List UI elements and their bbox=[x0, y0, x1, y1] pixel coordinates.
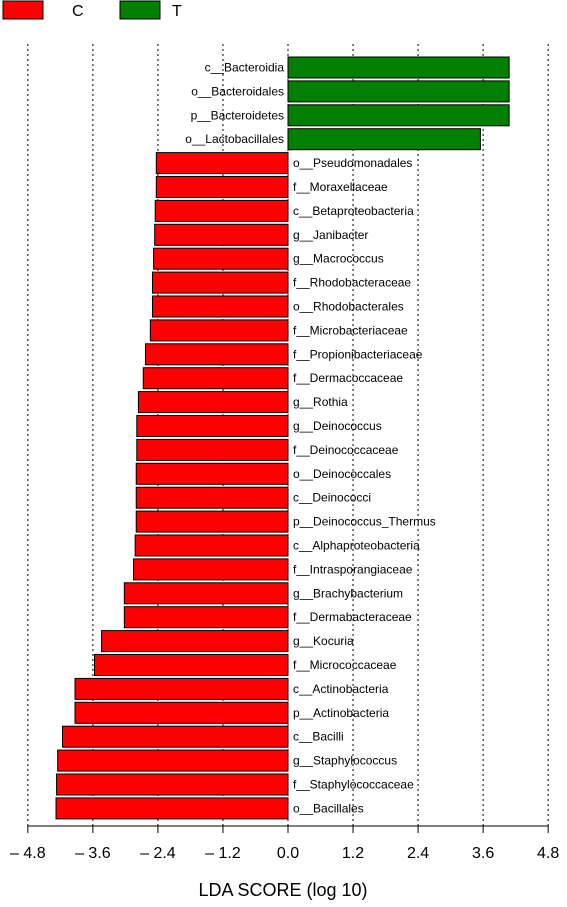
bar-label: f__Moraxellaceae bbox=[293, 180, 388, 194]
legend-label-c: C bbox=[72, 3, 84, 20]
bar-label: g__Kocuria bbox=[293, 634, 354, 648]
bar-label: f__Deinococcaceae bbox=[293, 443, 399, 457]
bar-f-dermabacteraceae bbox=[123, 606, 289, 629]
bar-label: f__Microbacteriaceae bbox=[293, 323, 408, 337]
bar-label: c__Deinococci bbox=[293, 491, 371, 505]
bar-p-deinococcus-thermus bbox=[135, 510, 289, 533]
bar-g-kocuria bbox=[101, 630, 289, 653]
bar-label: o__Deinococcales bbox=[293, 467, 391, 481]
legend-swatch-c bbox=[2, 0, 44, 20]
bar-label: c__Actinobacteria bbox=[293, 682, 389, 696]
bar-g-rothia bbox=[137, 391, 289, 414]
x-tick-label: 1.2 bbox=[342, 845, 364, 862]
bar-label: g__Janibacter bbox=[293, 228, 368, 242]
bar-labels: c__Bacteroidia o__Bacteroidales p__Bactero… bbox=[185, 61, 436, 816]
x-tick-label: – 2.4 bbox=[140, 845, 176, 862]
bar-o-rhodobacterales bbox=[152, 295, 289, 318]
bar-label: f__Micrococcaceae bbox=[293, 658, 397, 672]
bar-c-alphaproteobacteria bbox=[134, 534, 289, 557]
bar-o-pseudomonadales bbox=[155, 152, 289, 175]
x-tick-label: – 4.8 bbox=[10, 845, 46, 862]
bar-o-bacillales bbox=[55, 797, 289, 820]
x-tick-label: 0.0 bbox=[277, 845, 299, 862]
bar-c-bacteroidia bbox=[287, 56, 510, 79]
bar-label: g__Deinococcus bbox=[293, 419, 382, 433]
bar-label: p__Actinobacteria bbox=[293, 706, 389, 720]
bar-label: c__Bacilli bbox=[293, 730, 344, 744]
bar-label: o__Bacillales bbox=[293, 801, 364, 815]
bar-label: f__Propionibacteriaceae bbox=[293, 347, 423, 361]
x-tick-label: 3.6 bbox=[472, 845, 494, 862]
bar-label: o__Pseudomonadales bbox=[293, 156, 412, 170]
bars bbox=[55, 56, 510, 820]
bar-label: o__Lactobacillales bbox=[185, 132, 284, 146]
bar-label: f__Dermacoccaceae bbox=[293, 371, 403, 385]
bar-p-actinobacteria bbox=[74, 701, 289, 724]
bar-f-rhodobacteraceae bbox=[152, 271, 289, 294]
x-tick-label: – 3.6 bbox=[75, 845, 111, 862]
bar-f-propionibacteriaceae bbox=[144, 343, 289, 366]
bar-label: o__Bacteroidales bbox=[191, 84, 284, 98]
x-axis-title: LDA SCORE (log 10) bbox=[198, 880, 367, 900]
legend-label-t: T bbox=[172, 3, 182, 20]
bar-label: c__Bacteroidia bbox=[205, 61, 285, 75]
bar-f-micrococcaceae bbox=[94, 654, 289, 676]
bar-f-intrasporangiaceae bbox=[133, 558, 289, 581]
bar-label: g__Macrococcus bbox=[293, 252, 384, 266]
bar-c-bacilli bbox=[62, 725, 289, 748]
bar-c-betaproteobacteria bbox=[154, 199, 289, 222]
bar-g-macrococcus bbox=[153, 247, 289, 270]
bar-g-staphylococcus bbox=[57, 749, 289, 772]
legend-swatch-t bbox=[119, 0, 161, 20]
bar-c-deinococci bbox=[135, 486, 289, 509]
bar-label: g__Rothia bbox=[293, 395, 348, 409]
bar-f-deinococcaceae bbox=[136, 438, 289, 461]
bar-label: f__Dermabacteraceae bbox=[293, 610, 412, 624]
bar-f-moraxellaceae bbox=[155, 176, 289, 198]
bar-f-microbacteriaceae bbox=[149, 319, 289, 342]
bar-f-staphylococcaceae bbox=[56, 773, 289, 796]
bar-label: o__Rhodobacterales bbox=[293, 300, 404, 314]
bar-g-brachybacterium bbox=[123, 582, 289, 605]
bar-g-deinococcus bbox=[136, 415, 289, 437]
bar-label: g__Staphylococcus bbox=[293, 754, 397, 768]
x-tick-label: – 1.2 bbox=[205, 845, 241, 862]
bar-label: c__Alphaproteobacteria bbox=[293, 539, 420, 553]
x-axis: – 4.8 – 3.6 – 2.4 – 1.2 0.0 1.2 2.4 3.6 4.8 bbox=[10, 825, 559, 862]
bar-o-lactobacillales bbox=[287, 128, 481, 151]
bar-label: p__Deinococcus_Thermus bbox=[293, 515, 436, 529]
bar-o-bacteroidales bbox=[287, 80, 510, 103]
bar-p-bacteroidetes bbox=[287, 104, 510, 127]
bar-label: f__Rhodobacteraceae bbox=[293, 276, 411, 290]
bar-label: f__Staphylococcaceae bbox=[293, 778, 414, 792]
bar-c-actinobacteria bbox=[74, 677, 289, 700]
bar-f-dermacoccaceae bbox=[142, 367, 289, 390]
bar-g-janibacter bbox=[154, 223, 289, 246]
bar-label: f__Intrasporangiaceae bbox=[293, 562, 413, 576]
x-tick-label: 4.8 bbox=[537, 845, 559, 862]
bar-o-deinococcales bbox=[135, 462, 289, 485]
bar-label: p__Bacteroidetes bbox=[191, 108, 284, 122]
bar-label: g__Brachybacterium bbox=[293, 586, 403, 600]
x-tick-label: 2.4 bbox=[407, 845, 429, 862]
bar-label: c__Betaproteobacteria bbox=[293, 204, 414, 218]
